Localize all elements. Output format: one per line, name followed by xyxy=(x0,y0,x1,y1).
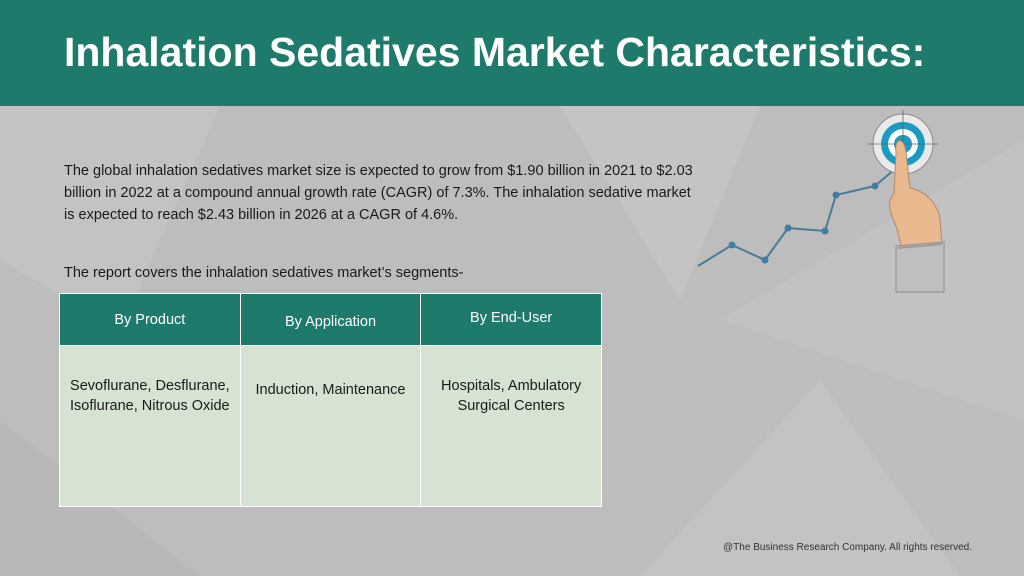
market-size-paragraph: The global inhalation sedatives market s… xyxy=(64,163,693,223)
table-row: Sevoflurane, Desflurane, Isoflurane, Nit… xyxy=(59,345,602,507)
header-bar: Inhalation Sedatives Market Characterist… xyxy=(0,0,1024,106)
growth-chart-hand-target-icon xyxy=(697,110,945,293)
cell-products: Sevoflurane, Desflurane, Isoflurane, Nit… xyxy=(59,345,241,507)
header-by-product: By Product xyxy=(59,293,241,346)
cell-end-users: Hospitals, Ambulatory Surgical Centers xyxy=(420,345,602,507)
header-by-end-user: By End-User xyxy=(420,293,602,346)
page-title: Inhalation Sedatives Market Characterist… xyxy=(64,29,926,75)
copyright-footer: @The Business Research Company. All righ… xyxy=(723,542,972,553)
segments-intro-text: The report covers the inhalation sedativ… xyxy=(64,265,464,281)
header-by-application: By Application xyxy=(239,293,422,346)
segments-table: By Product By Application By End-User Se… xyxy=(59,293,602,507)
cell-applications: Induction, Maintenance xyxy=(239,345,422,507)
table-header-row: By Product By Application By End-User xyxy=(59,293,602,346)
